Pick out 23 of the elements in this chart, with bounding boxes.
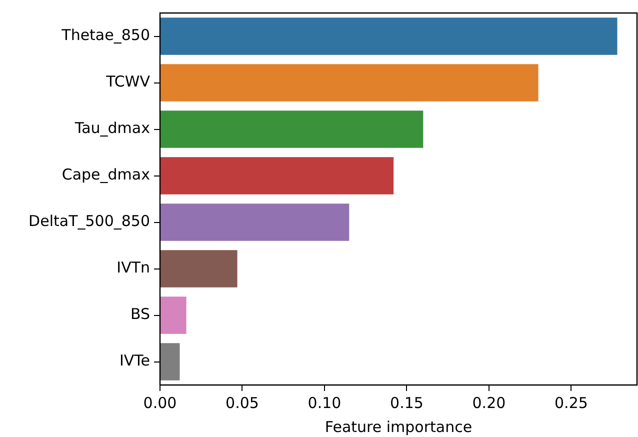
bar [160,18,618,55]
x-tick-label: 0.25 [554,394,588,412]
bar [160,204,350,241]
bar [160,250,238,288]
x-tick-label: 0.10 [308,394,342,412]
bar [160,110,424,148]
x-tick-label: 0.05 [226,394,259,412]
bar [160,343,180,380]
x-axis-title: Feature importance [324,418,472,436]
x-tick-label: 0.00 [143,394,177,412]
x-tick-label: 0.20 [472,394,506,412]
y-tick-label: Tau_dmax [74,119,150,138]
y-tick-label: IVTn [116,258,150,277]
y-tick-label: DeltaT_500_850 [28,212,150,230]
y-tick-label: BS [130,305,150,324]
y-tick-label: Cape_dmax [62,166,150,184]
y-tick-label: IVTe [119,352,150,370]
y-tick-label: TCWV [105,72,151,91]
bar [160,296,186,334]
bar [160,157,394,194]
y-tick-label: Thetae_850 [60,26,150,44]
x-tick-label: 0.15 [390,394,424,412]
bar [160,64,538,102]
